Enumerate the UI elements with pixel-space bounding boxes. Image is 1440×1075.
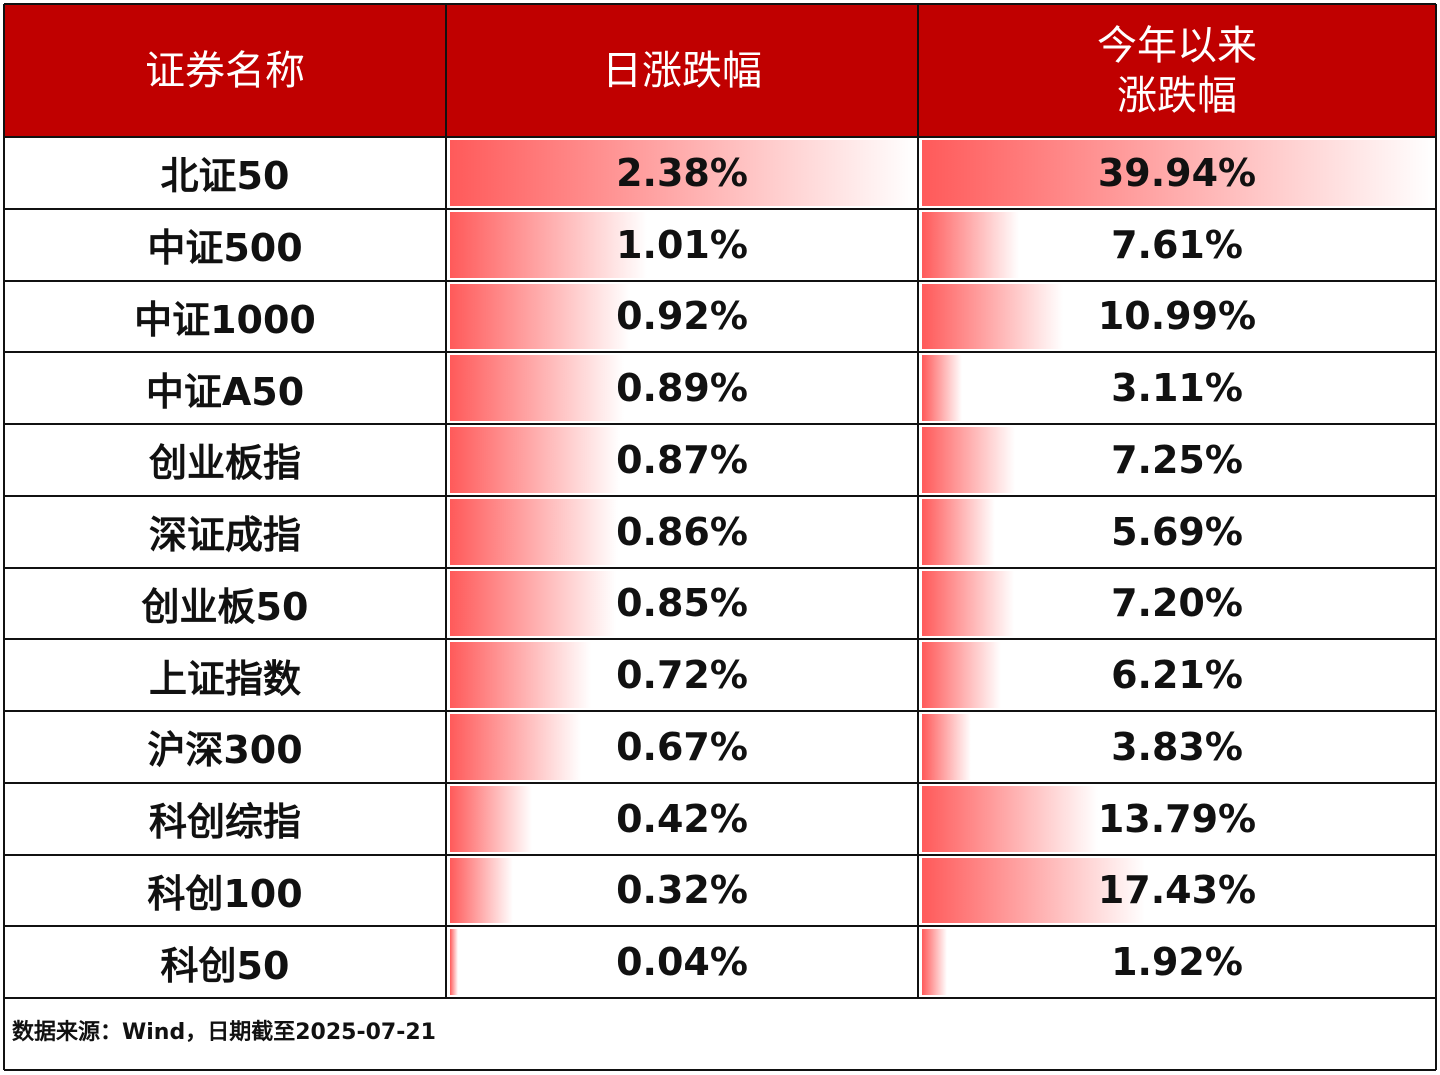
row-name: 深证成指 [148, 513, 301, 558]
row-name: 科创50 [160, 943, 290, 988]
row-border [4, 710, 1436, 712]
value-cell: 0.42% [616, 796, 748, 841]
footer-note: 数据来源：Wind，日期截至2025-07-21 [12, 1020, 436, 1045]
data-bar [450, 427, 620, 493]
row-name: 创业板50 [141, 584, 309, 629]
value-cell: 5.69% [1111, 509, 1243, 554]
value-cell: 13.79% [1097, 796, 1257, 841]
row-name: 中证500 [147, 226, 303, 271]
data-bar [450, 642, 591, 708]
row-border [4, 997, 1436, 999]
data-bar [450, 498, 619, 565]
data-bar [922, 140, 1433, 206]
value-cell: 10.99% [1097, 294, 1257, 339]
row-border [4, 207, 1436, 210]
data-bar [922, 857, 1145, 924]
data-bar [922, 355, 962, 421]
data-bar [922, 211, 1020, 278]
value-cell: 0.04% [616, 940, 748, 985]
table-border [4, 3, 1436, 5]
data-bar [450, 355, 624, 421]
row-border [4, 351, 1436, 354]
value-cell: 17.43% [1097, 868, 1257, 913]
value-cell: 3.11% [1111, 366, 1243, 411]
row-border [4, 781, 1436, 784]
value-cell: 7.25% [1111, 437, 1243, 482]
row-border [4, 136, 1436, 138]
data-bar [450, 714, 581, 780]
row-name: 创业板指 [148, 441, 301, 486]
data-bar [922, 498, 995, 565]
value-cell: 1.92% [1111, 940, 1243, 985]
value-cell: 0.67% [616, 724, 748, 769]
row-name: 中证1000 [134, 297, 316, 342]
value-cell: 0.89% [616, 366, 748, 411]
header-cell: 证券名称 [4, 4, 446, 137]
row-border [4, 638, 1436, 641]
value-cell: 0.32% [616, 868, 748, 913]
row-border [4, 925, 1436, 928]
column-border [3, 4, 5, 1070]
row-name: 中证A50 [145, 369, 305, 414]
value-cell: 39.94% [1097, 150, 1257, 195]
data-bar [450, 570, 617, 637]
header-cell: 今年以来 涨跌幅 [918, 4, 1436, 137]
row-name: 北证50 [160, 154, 290, 199]
column-border [917, 4, 919, 998]
value-cell: 0.92% [616, 294, 748, 339]
data-bar [922, 427, 1015, 493]
row-border [4, 494, 1436, 497]
value-cell: 0.72% [616, 653, 748, 698]
data-bar [922, 283, 1063, 350]
header-text: 证券名称 [145, 47, 305, 94]
header-bg [4, 4, 1436, 137]
header-cell: 日涨跌幅 [446, 4, 918, 137]
data-bar [922, 785, 1099, 852]
header-text: 涨跌幅 [1117, 72, 1237, 119]
value-cell: 2.38% [616, 150, 748, 195]
value-cell: 7.20% [1111, 581, 1243, 626]
data-bar [922, 714, 971, 780]
data-bar [450, 211, 648, 278]
column-border [1435, 4, 1437, 1070]
row-name: 沪深300 [147, 728, 303, 773]
value-cell: 7.61% [1111, 222, 1243, 267]
value-cell: 0.87% [616, 437, 748, 482]
value-cell: 0.86% [616, 509, 748, 554]
value-cell: 6.21% [1111, 653, 1243, 698]
row-border [4, 423, 1436, 425]
row-border [4, 853, 1436, 856]
data-bar [922, 642, 1002, 708]
column-border [445, 4, 447, 998]
header-text: 日涨跌幅 [602, 47, 762, 94]
data-bar [450, 929, 458, 995]
data-bar [450, 785, 533, 852]
row-border [4, 279, 1436, 282]
row-border [4, 566, 1436, 569]
value-cell: 3.83% [1111, 724, 1243, 769]
data-bar [450, 283, 630, 350]
data-bar [922, 570, 1015, 637]
value-cell: 1.01% [616, 222, 748, 267]
row-name: 科创综指 [148, 800, 301, 845]
row-name: 科创100 [147, 871, 303, 916]
data-bar [922, 929, 947, 995]
row-name: 上证指数 [148, 656, 301, 701]
data-bar [450, 857, 513, 924]
value-cell: 0.85% [616, 581, 748, 626]
header-text: 今年以来 [1097, 22, 1257, 69]
table-border [4, 1069, 1436, 1071]
data-bar [450, 140, 915, 206]
